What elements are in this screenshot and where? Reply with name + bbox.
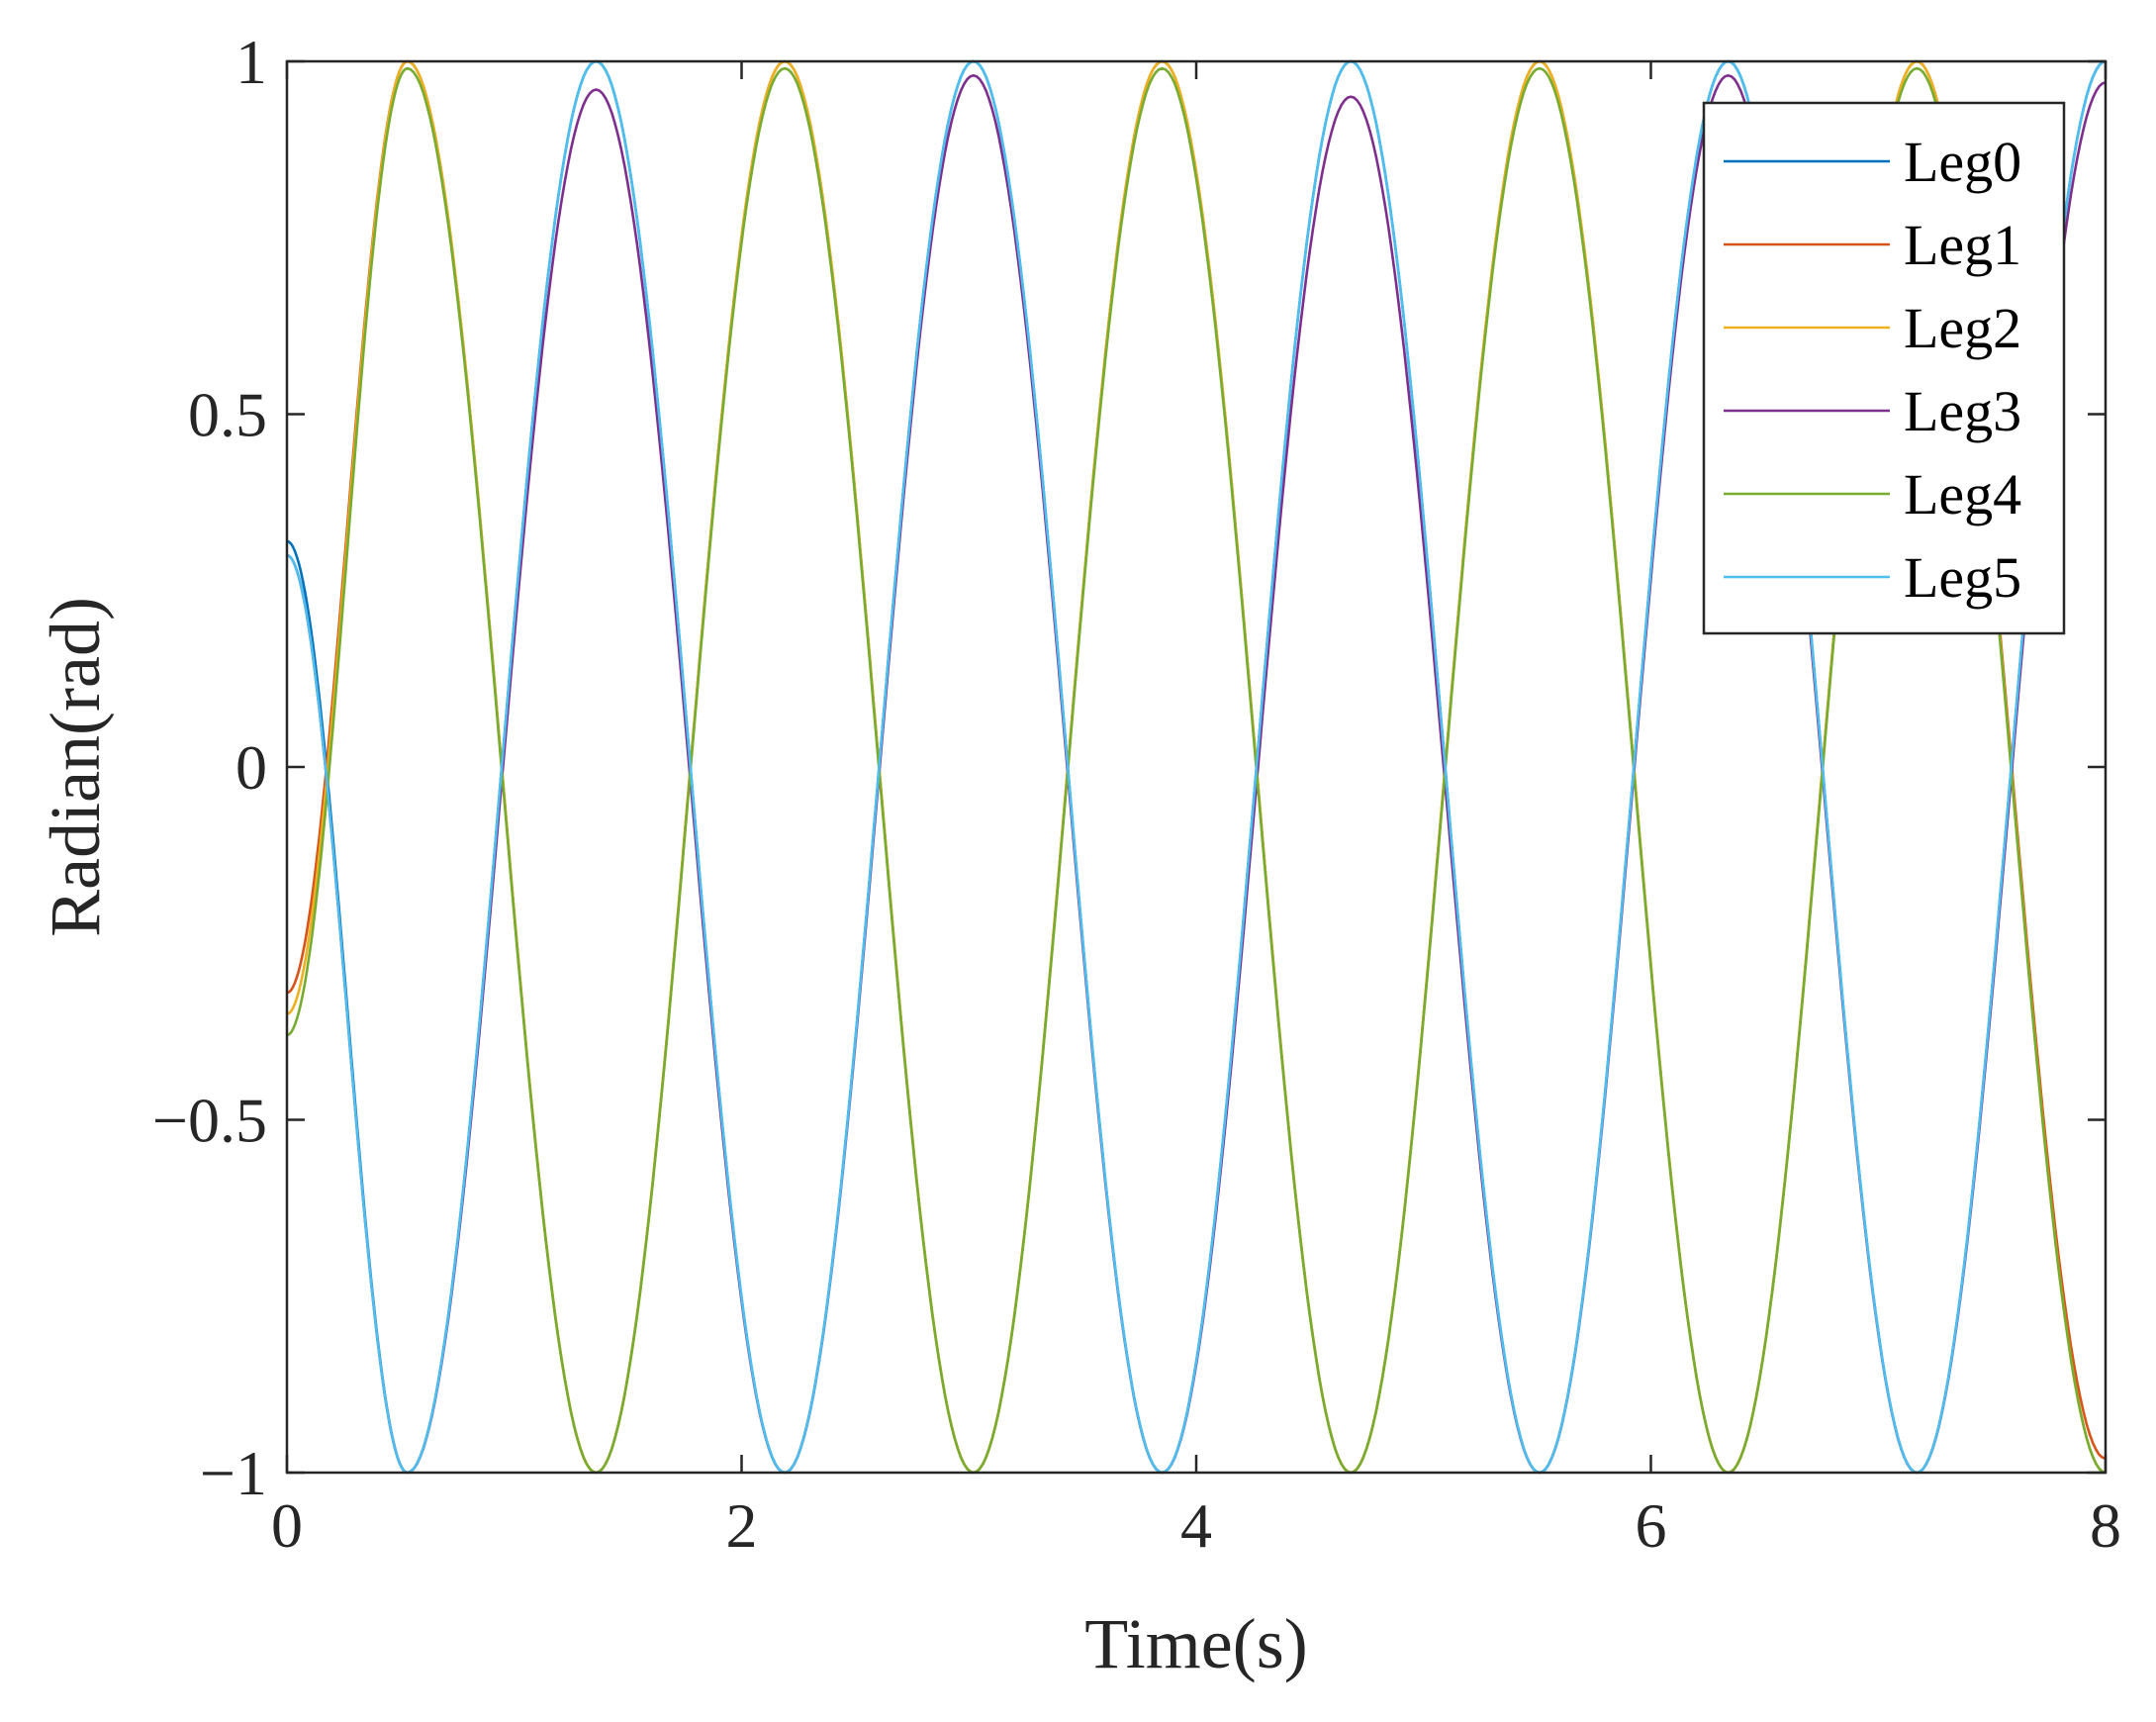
legend: Leg0 Leg1 Leg2 Leg3 Leg4 Leg5: [1702, 101, 2066, 635]
legend-label-leg1: Leg1: [1904, 213, 2021, 277]
legend-label-leg0: Leg0: [1904, 130, 2021, 194]
x-tick-label: 8: [2090, 1490, 2121, 1561]
y-axis-title: Radian(rad): [36, 597, 115, 937]
y-tick-label: 1: [235, 27, 267, 97]
y-tick-label: −1: [200, 1438, 267, 1508]
y-tick-label: −0.5: [152, 1086, 267, 1156]
x-axis-title: Time(s): [1084, 1604, 1307, 1683]
legend-label-leg3: Leg3: [1904, 379, 2021, 443]
legend-label-leg2: Leg2: [1904, 296, 2021, 360]
y-tick-label: 0.5: [188, 380, 267, 450]
legend-box: [1702, 101, 2066, 635]
x-tick-label: 4: [1180, 1490, 1212, 1561]
x-tick-label: 2: [726, 1490, 758, 1561]
x-tick-label: 6: [1636, 1490, 1667, 1561]
tick-layer: 0 2 4 6 8 −1 −0.5 0 0.5 1: [152, 27, 2121, 1561]
y-tick-label: 0: [235, 732, 267, 803]
series-line-leg4: [286, 66, 2107, 1475]
legend-label-leg5: Leg5: [1904, 545, 2021, 610]
x-tick-label: 0: [271, 1490, 303, 1561]
legend-label-leg4: Leg4: [1904, 462, 2021, 526]
